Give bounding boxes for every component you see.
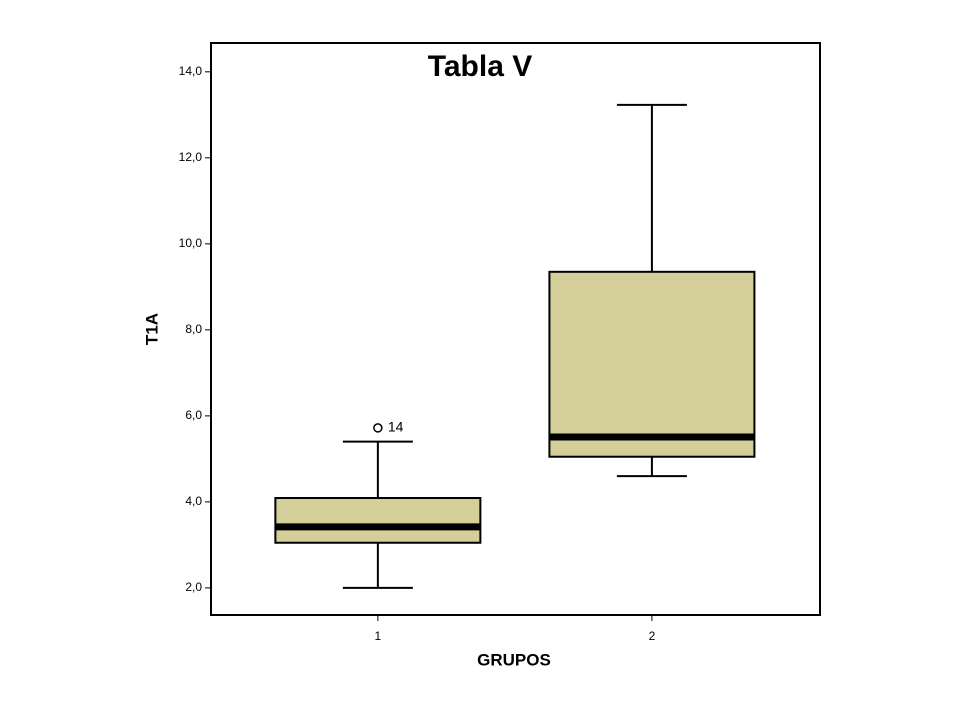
box <box>548 270 756 458</box>
y-tick-label: 12,0 <box>179 150 203 164</box>
x-axis-label: GRUPOS <box>477 650 551 669</box>
y-tick-label: 10,0 <box>179 236 203 250</box>
y-tick-label: 4,0 <box>185 494 202 508</box>
y-axis-label: T1A <box>142 313 161 345</box>
x-tick-label: 1 <box>375 629 382 643</box>
chart-title: Tabla V <box>428 50 532 83</box>
outlier <box>373 423 383 433</box>
outlier-label: 14 <box>388 419 404 435</box>
plot-frame <box>210 42 821 616</box>
y-tick-label: 2,0 <box>185 580 202 594</box>
box <box>274 497 482 544</box>
y-tick-label: 6,0 <box>185 408 202 422</box>
y-tick-label: 8,0 <box>185 322 202 336</box>
y-tick-label: 14,0 <box>179 64 203 78</box>
x-tick-label: 2 <box>649 629 656 643</box>
